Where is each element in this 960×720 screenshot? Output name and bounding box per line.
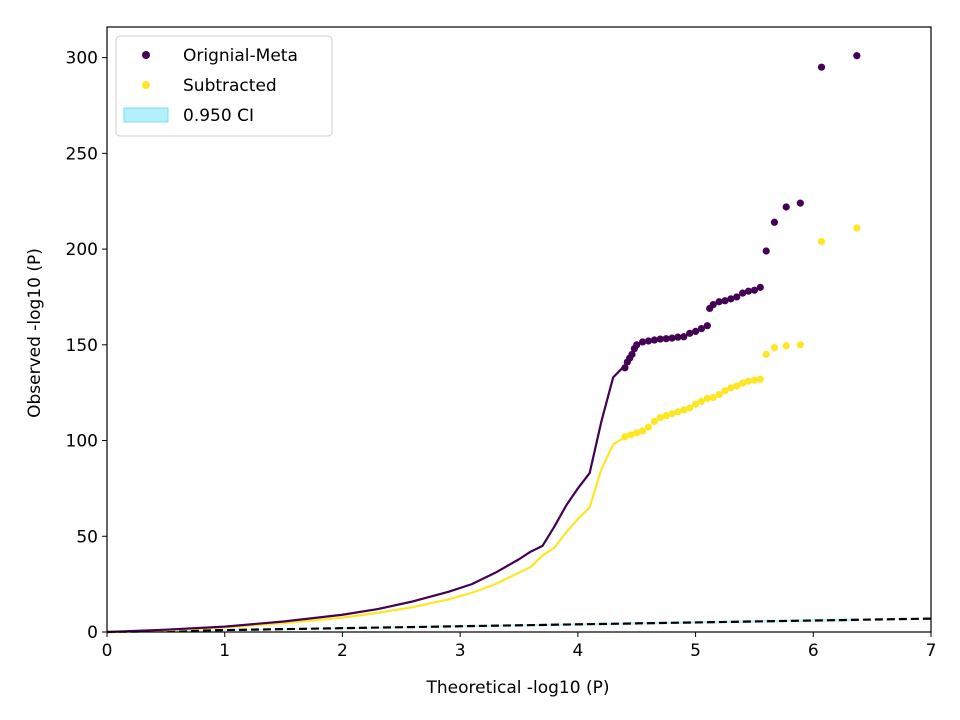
legend-box	[115, 35, 333, 137]
y-tick-label: 150	[66, 336, 98, 356]
y-axis-label: Observed -log10 (P)	[25, 248, 45, 418]
data-point-orignial-meta	[853, 52, 861, 60]
data-point-orignial-meta	[782, 203, 790, 211]
data-point-subtracted	[756, 375, 764, 383]
data-point-orignial-meta	[750, 286, 759, 294]
plot-frame	[106, 26, 932, 633]
legend: Orignial-Meta Subtracted 0.950 CI	[115, 35, 333, 137]
data-point-subtracted	[627, 431, 635, 439]
data-point-orignial-meta	[621, 364, 629, 372]
data-point-orignial-meta	[762, 247, 770, 255]
data-point-orignial-meta	[628, 350, 636, 358]
data-point-subtracted	[733, 382, 741, 390]
data-point-subtracted	[727, 384, 735, 392]
x-tick-label: 0	[102, 641, 113, 661]
data-point-orignial-meta	[715, 298, 723, 306]
data-point-subtracted	[668, 410, 676, 418]
data-point-orignial-meta	[668, 334, 676, 342]
y-tick-label: 50	[76, 527, 98, 547]
data-point-subtracted	[703, 394, 711, 403]
data-point-subtracted	[650, 417, 658, 425]
x-tick-label: 3	[455, 641, 466, 661]
data-point-orignial-meta	[697, 324, 706, 333]
data-point-subtracted	[782, 342, 790, 350]
data-point-subtracted	[644, 423, 653, 431]
x-tick-label: 4	[572, 641, 583, 661]
data-point-orignial-meta	[680, 333, 688, 341]
legend-label-orignial-meta: Orignial-Meta	[183, 46, 298, 66]
data-point-orignial-meta	[674, 333, 682, 341]
data-point-orignial-meta	[770, 218, 779, 226]
data-point-orignial-meta	[756, 283, 764, 291]
data-point-subtracted	[691, 400, 700, 408]
y-tick-label: 200	[66, 240, 98, 260]
data-point-subtracted	[709, 393, 717, 402]
data-point-subtracted	[662, 412, 670, 420]
x-tick-label: 2	[337, 641, 348, 661]
data-point-orignial-meta	[744, 287, 753, 295]
series-line-orignial-meta	[106, 367, 624, 634]
data-point-subtracted	[715, 390, 723, 399]
data-point-orignial-meta	[721, 297, 729, 305]
series-line-subtracted	[106, 437, 624, 634]
reference-line-layer	[106, 617, 932, 634]
data-point-subtracted	[680, 406, 688, 414]
legend-label-subtracted: Subtracted	[183, 76, 277, 96]
data-point-subtracted	[750, 376, 759, 384]
data-point-subtracted	[633, 429, 641, 437]
data-point-orignial-meta	[656, 335, 664, 343]
x-tick-label: 7	[926, 641, 937, 661]
data-point-orignial-meta	[796, 199, 804, 207]
x-tick-label: 6	[808, 641, 819, 661]
data-point-orignial-meta	[817, 63, 826, 71]
data-point-orignial-meta	[733, 293, 741, 301]
data-point-subtracted	[762, 350, 770, 358]
y-tick-label: 250	[66, 144, 98, 164]
y-tick-label: 0	[87, 623, 98, 643]
data-point-subtracted	[656, 413, 664, 422]
legend-marker-subtracted	[142, 81, 150, 89]
data-point-subtracted	[721, 387, 729, 395]
data-point-subtracted	[817, 237, 826, 246]
data-point-subtracted	[621, 433, 629, 441]
data-point-subtracted	[686, 404, 694, 412]
data-point-orignial-meta	[650, 336, 658, 344]
data-point-subtracted	[739, 379, 747, 387]
data-point-subtracted	[697, 397, 706, 405]
data-point-orignial-meta	[633, 341, 641, 349]
data-point-orignial-meta	[739, 289, 747, 297]
x-tick-label: 5	[690, 641, 701, 661]
data-point-subtracted	[744, 377, 753, 385]
data-point-orignial-meta	[709, 301, 717, 309]
reference-line	[106, 617, 932, 634]
data-point-orignial-meta	[644, 337, 653, 345]
axes-layer: 0 1 2 3 4 5 6 7 0 50 100 150 200 250 300	[66, 26, 937, 661]
data-point-subtracted	[853, 224, 861, 232]
data-point-subtracted	[674, 408, 682, 416]
data-point-subtracted	[796, 341, 804, 349]
data-point-subtracted	[770, 344, 779, 352]
data-point-orignial-meta	[703, 322, 711, 330]
data-point-orignial-meta	[686, 329, 694, 337]
data-point-subtracted	[639, 427, 647, 435]
legend-label-ci: 0.950 CI	[183, 106, 254, 126]
legend-marker-orignial-meta	[142, 51, 150, 59]
data-point-orignial-meta	[727, 295, 735, 303]
data-point-orignial-meta	[691, 327, 700, 336]
data-point-orignial-meta	[639, 338, 647, 346]
series-layer	[106, 52, 861, 634]
x-tick-label: 1	[219, 641, 230, 661]
y-tick-label: 300	[66, 49, 98, 69]
y-tick-label: 100	[66, 432, 98, 452]
legend-patch-ci	[123, 107, 169, 123]
data-point-orignial-meta	[662, 335, 670, 343]
x-axis-label: Theoretical -log10 (P)	[426, 678, 610, 698]
